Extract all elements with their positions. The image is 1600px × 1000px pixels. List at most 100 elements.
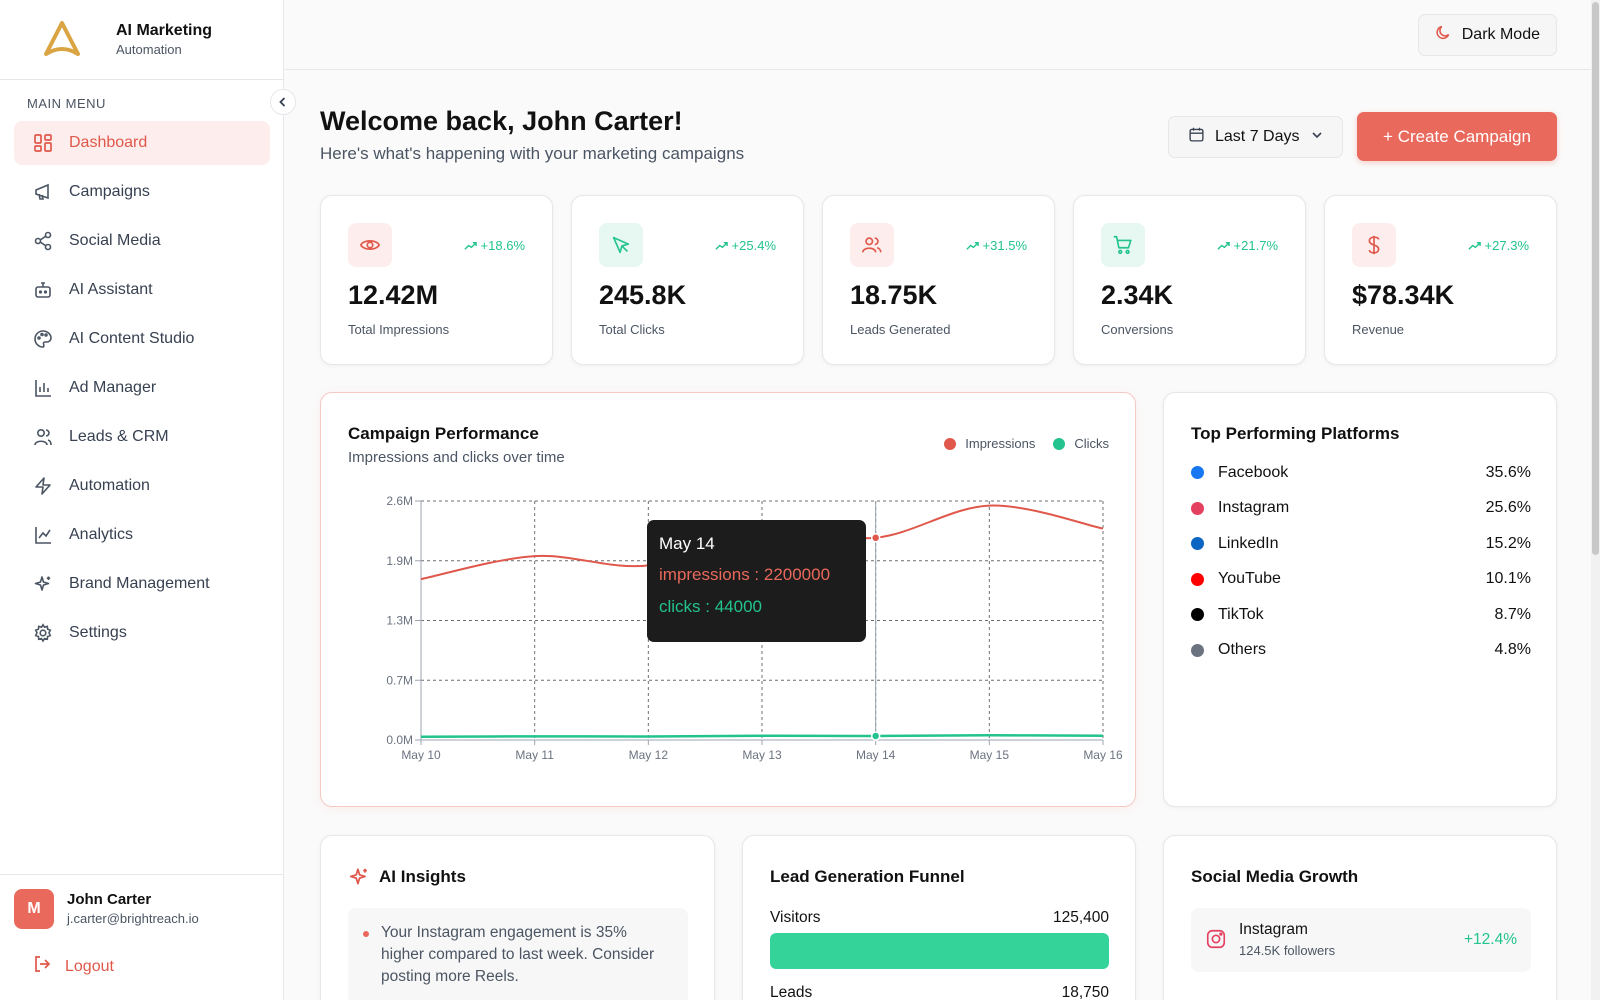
line-chart-icon (32, 524, 54, 546)
stat-change-value: +21.7% (1233, 238, 1278, 253)
sidebar-item-label: Leads & CRM (69, 428, 169, 445)
sidebar-item-label: Ad Manager (69, 379, 157, 396)
sidebar-item-analytics[interactable]: Analytics (14, 513, 270, 557)
tooltip-impressions: impressions : 2200000 (659, 565, 831, 584)
lightning-icon (32, 475, 54, 497)
gear-icon (32, 622, 54, 644)
user-name: John Carter (67, 891, 152, 908)
sidebar-item-settings[interactable]: Settings (14, 611, 270, 655)
x-tick-label: May 13 (742, 748, 782, 762)
sidebar-item-brand-management[interactable]: Brand Management (14, 562, 270, 606)
sidebar-item-ai-assistant[interactable]: AI Assistant (14, 268, 270, 312)
insights-title: AI Insights (379, 867, 466, 886)
platform-row-youtube[interactable]: YouTube 10.1% (1191, 562, 1531, 598)
create-campaign-button[interactable]: + Create Campaign (1357, 112, 1557, 161)
stat-value: 18.75K (850, 280, 938, 310)
sidebar-item-campaigns[interactable]: Campaigns (14, 170, 270, 214)
trend-up-icon (1467, 242, 1481, 250)
sidebar-item-ad-manager[interactable]: Ad Manager (14, 366, 270, 410)
chevron-down-icon (1311, 128, 1323, 146)
dark-mode-label: Dark Mode (1461, 26, 1540, 43)
chart-legend: Impressions Clicks (926, 436, 1109, 451)
logout-icon (32, 954, 52, 979)
sidebar-item-label: Brand Management (69, 575, 210, 592)
stat-value: $78.34K (1352, 280, 1455, 310)
moon-icon (1435, 24, 1452, 46)
sidebar-item-automation[interactable]: Automation (14, 464, 270, 508)
main-menu: Dashboard Campaigns Social Media AI Assi… (14, 121, 270, 660)
stat-label: Total Clicks (599, 322, 665, 337)
page-scrollbar[interactable] (1591, 0, 1600, 1000)
sidebar-item-leads-crm[interactable]: Leads & CRM (14, 415, 270, 459)
stat-card-clicks[interactable]: +25.4% 245.8K Total Clicks (571, 195, 804, 365)
platforms-list: Facebook 35.6% Instagram 25.6% LinkedIn 15.… (1191, 455, 1531, 668)
logout-label: Logout (65, 957, 114, 975)
sparkles-icon (32, 573, 54, 595)
x-tick-label: May 15 (970, 748, 1010, 762)
scrollbar-thumb[interactable] (1592, 2, 1599, 555)
chart-tooltip: May 14 impressions : 2200000 clicks : 44… (647, 520, 866, 642)
stat-card-conversions[interactable]: +21.7% 2.34K Conversions (1073, 195, 1306, 365)
date-range-select[interactable]: Last 7 Days (1168, 116, 1343, 158)
platform-row-facebook[interactable]: Facebook 35.6% (1191, 455, 1531, 491)
platform-name: Instagram (1218, 499, 1290, 517)
user-profile[interactable]: M John Carter j.carter@brightreach.io (0, 874, 284, 929)
y-tick-label: 0.7M (386, 673, 413, 687)
platform-row-others[interactable]: Others 4.8% (1191, 633, 1531, 669)
insight-item[interactable]: Your Instagram engagement is 35% higher … (348, 908, 688, 1000)
platform-pct: 35.6% (1485, 463, 1531, 481)
chevron-left-icon (279, 97, 286, 107)
cursor-icon (599, 223, 643, 267)
sidebar-item-dashboard[interactable]: Dashboard (14, 121, 270, 165)
legend-item-clicks[interactable]: Clicks (1053, 436, 1109, 451)
social-row-instagram[interactable]: Instagram 124.5K followers +12.4% (1191, 908, 1531, 972)
insight-bullet (363, 931, 369, 937)
trend-up-icon (463, 242, 477, 250)
platform-row-linkedin[interactable]: LinkedIn 15.2% (1191, 526, 1531, 562)
tooltip-clicks: clicks : 44000 (659, 597, 762, 616)
top-platforms-card: Top Performing Platforms Facebook 35.6% I… (1163, 392, 1557, 807)
legend-item-impressions[interactable]: Impressions (944, 436, 1035, 451)
collapse-sidebar-button[interactable] (270, 89, 296, 115)
stat-value: 245.8K (599, 280, 687, 310)
eye-icon (348, 223, 392, 267)
platform-name: LinkedIn (1218, 534, 1279, 552)
users-icon (32, 426, 54, 448)
logout-button[interactable]: Logout (32, 954, 114, 979)
stat-change: +21.7% (1216, 238, 1278, 253)
funnel-row-visitors: Visitors 125,400 (770, 909, 1109, 927)
stat-change: +27.3% (1467, 238, 1529, 253)
stat-card-leads[interactable]: +31.5% 18.75K Leads Generated (822, 195, 1055, 365)
platform-row-tiktok[interactable]: TikTok 8.7% (1191, 597, 1531, 633)
platform-pct: 8.7% (1494, 605, 1531, 623)
chart-title: Campaign Performance (348, 424, 539, 443)
dark-mode-button[interactable]: Dark Mode (1417, 14, 1557, 56)
calendar-icon (1188, 126, 1205, 148)
x-tick-label: May 11 (515, 748, 554, 762)
social-title: Social Media Growth (1191, 867, 1359, 886)
sidebar-item-ai-content-studio[interactable]: AI Content Studio (14, 317, 270, 361)
platform-name: Facebook (1218, 463, 1289, 481)
stat-card-impressions[interactable]: +18.6% 12.42M Total Impressions (320, 195, 553, 365)
funnel-label: Leads (770, 984, 813, 1000)
x-tick-label: May 14 (856, 748, 896, 762)
users-icon (850, 223, 894, 267)
instagram-icon (1205, 928, 1227, 955)
trend-up-icon (714, 242, 728, 250)
page-title: Welcome back, John Carter! (320, 106, 683, 136)
sidebar-item-social-media[interactable]: Social Media (14, 219, 270, 263)
platform-row-instagram[interactable]: Instagram 25.6% (1191, 491, 1531, 527)
stat-card-revenue[interactable]: +27.3% $78.34K Revenue (1324, 195, 1557, 365)
sidebar-item-label: AI Assistant (69, 281, 153, 298)
legend-label: Clicks (1074, 436, 1109, 451)
campaign-performance-card: Campaign Performance Impressions and cli… (320, 392, 1136, 807)
x-tick-label: May 10 (401, 748, 441, 762)
brand[interactable]: AI Marketing Automation (0, 0, 283, 80)
lead-funnel-card: Lead Generation Funnel Visitors 125,400 L… (742, 835, 1136, 1000)
tooltip-date: May 14 (659, 534, 715, 553)
user-email: j.carter@brightreach.io (67, 911, 199, 926)
page-subtitle: Here's what's happening with your market… (320, 144, 745, 163)
legend-label: Impressions (965, 436, 1036, 451)
bot-icon (32, 279, 54, 301)
funnel-value: 18,750 (1061, 984, 1109, 1000)
